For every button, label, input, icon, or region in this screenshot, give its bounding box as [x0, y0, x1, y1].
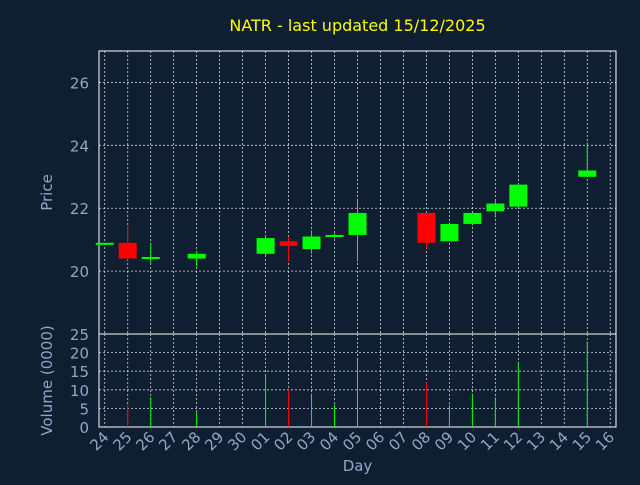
candle-body	[118, 242, 137, 259]
volume-tick-label: 5	[79, 400, 89, 418]
candle-body	[95, 242, 114, 245]
price-tick-label: 22	[70, 200, 89, 218]
candle-body	[417, 212, 436, 243]
candle-body	[509, 184, 528, 207]
x-tick-labels: 2425262728293001020304050607080910111213…	[86, 428, 618, 454]
price-tick-label: 20	[70, 263, 89, 281]
x-axis-label: Day	[343, 457, 373, 475]
candle-body	[141, 256, 160, 259]
candle-body	[463, 212, 482, 224]
price-tick-label: 24	[70, 137, 89, 155]
volume-tick-label: 25	[70, 326, 89, 344]
candle-body	[256, 238, 275, 254]
candle-body	[486, 203, 505, 212]
candle-body	[325, 234, 344, 237]
candle-body	[279, 241, 298, 246]
volume-tick-label: 0	[79, 419, 89, 437]
chart-title: NATR - last updated 15/12/2025	[229, 16, 485, 35]
volume-tick-label: 10	[70, 382, 89, 400]
candle-body	[187, 253, 206, 259]
x-tick-label: 16	[592, 428, 618, 454]
candle-body	[302, 236, 321, 250]
volume-tick-label: 15	[70, 363, 89, 381]
candle-body	[578, 170, 597, 177]
volume-tick-label: 20	[70, 345, 89, 363]
volume-axis-label: Volume (0000)	[38, 325, 56, 435]
price-axis-label: Price	[38, 174, 56, 211]
candle-body	[440, 223, 459, 242]
candle-body	[348, 212, 367, 235]
price-tick-label: 26	[70, 74, 89, 92]
price-panel: 20 22 24 26	[70, 50, 617, 335]
